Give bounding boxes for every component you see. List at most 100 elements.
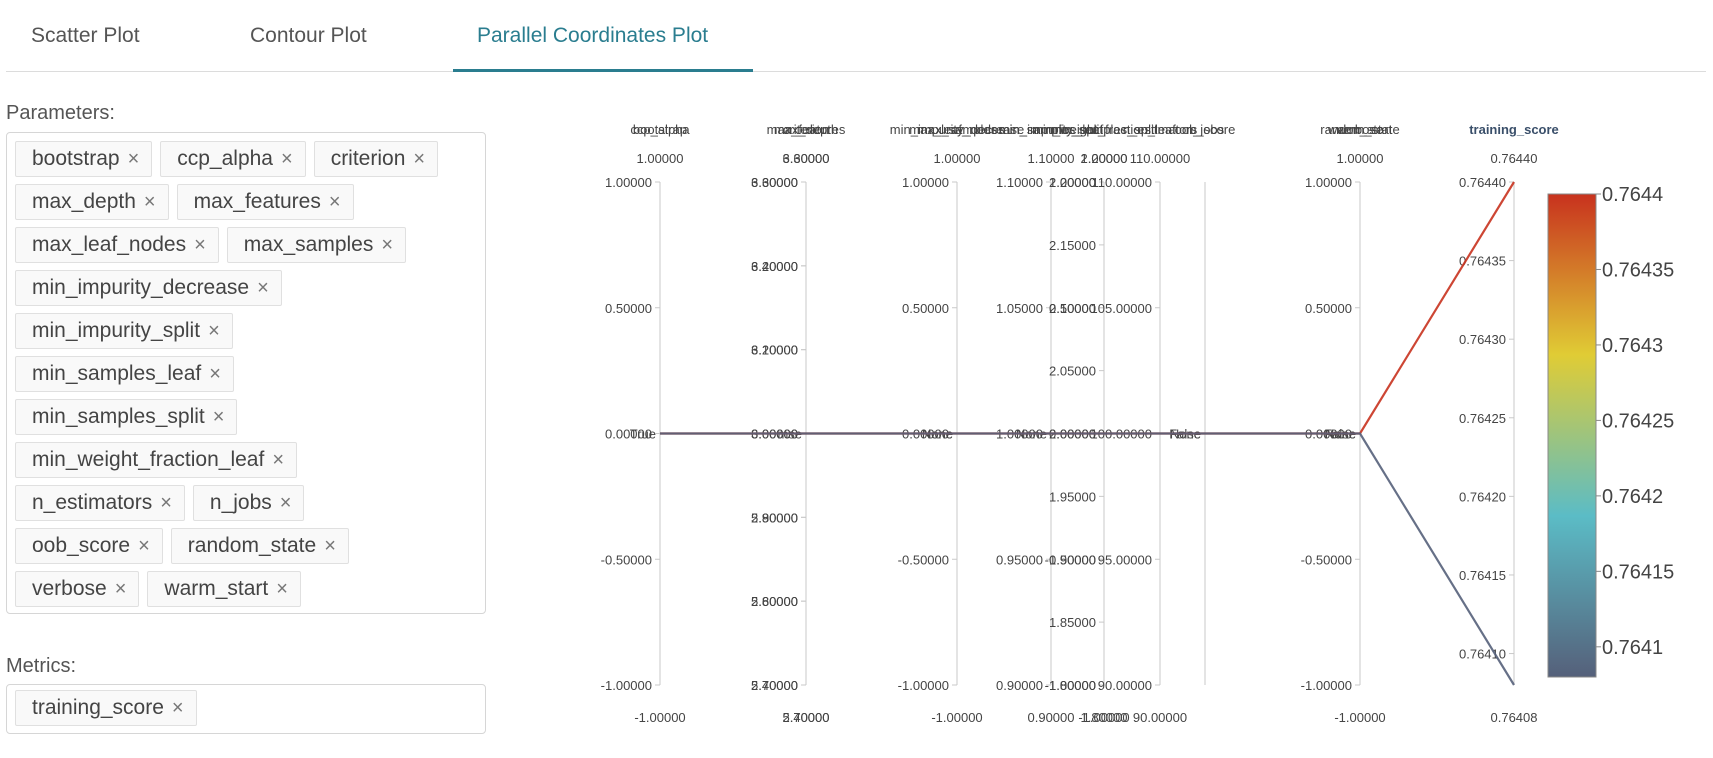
chip-max-features: max_features × (176, 184, 354, 220)
chip-row: min_impurity_decrease × (15, 270, 282, 306)
axis-max-label: 1.00000 (1081, 151, 1128, 166)
axis-tick-label: 110.00000 (1092, 175, 1153, 190)
axis-tick-label: 2.15000 (1049, 238, 1096, 253)
chip-label: criterion (330, 147, 406, 170)
axis-max-label: 0.76440 (1491, 151, 1538, 166)
axis-max-label: 110.00000 (1130, 151, 1191, 166)
axis-tick-label: 2.05000 (1049, 364, 1096, 379)
axis-tick-label: 6.40000 (751, 259, 798, 274)
axis-tick-label: -1.00000 (898, 678, 949, 693)
remove-chip-icon[interactable]: × (171, 696, 184, 719)
chip-label: random_state (187, 534, 317, 557)
chip-label: warm_start (164, 577, 269, 600)
chip-row: training_score × (15, 690, 197, 726)
parameters-select[interactable]: bootstrap × ccp_alpha × criterion × max_depth ×… (6, 132, 486, 614)
chip-min-impurity-split: min_impurity_split × (15, 313, 233, 349)
remove-chip-icon[interactable]: × (276, 577, 288, 600)
axis-tick-label: 2.70000 (751, 678, 798, 693)
colorbar-tick-label: 0.7642 (1602, 486, 1663, 508)
tab-bar: Scatter Plot Contour Plot Parallel Coord… (0, 0, 1713, 74)
parameters-label: Parameters: (6, 102, 115, 124)
axis-max-label: 3.30000 (783, 151, 830, 166)
axis-tick-label: 0.76435 (1459, 254, 1506, 269)
chip-training-score: training_score × (15, 690, 197, 726)
tab-bar-divider (6, 71, 1706, 72)
axis-title: min_samples_leaf (999, 122, 1104, 137)
axis-min-label: 5.40000 (783, 710, 830, 725)
data-line (660, 432, 1515, 686)
axis-max-label: 6.60000 (783, 151, 830, 166)
chip-row: min_samples_leaf × (15, 356, 234, 392)
axis-tick-label: 5.80000 (751, 510, 798, 525)
remove-chip-icon[interactable]: × (194, 233, 206, 256)
chip-row: min_impurity_split × (15, 313, 233, 349)
remove-chip-icon[interactable]: × (381, 233, 394, 256)
chip-min-samples-leaf: min_samples_leaf × (15, 356, 234, 392)
remove-chip-icon[interactable]: × (143, 190, 156, 213)
remove-chip-icon[interactable]: × (324, 534, 336, 557)
axis-tick-label: 0.50000 (902, 301, 949, 316)
remove-chip-icon[interactable]: × (127, 147, 140, 170)
axis-tick-label: -1.00000 (601, 678, 652, 693)
remove-chip-icon[interactable]: × (138, 534, 150, 557)
axis-tick-label: 1.00000 (605, 175, 652, 190)
axis-tick-label: 1.00000 (1305, 175, 1352, 190)
chip-row: max_depth × max_features × (15, 184, 354, 220)
axis-max-label: 2.20000 (1081, 151, 1128, 166)
chip-label: min_impurity_split (32, 319, 201, 342)
remove-chip-icon[interactable]: × (257, 276, 269, 299)
remove-chip-icon[interactable]: × (208, 319, 220, 342)
axis-tick-label: 2.80000 (751, 594, 798, 609)
remove-chip-icon[interactable]: × (279, 491, 292, 514)
axis-title: warm_start (1327, 122, 1393, 137)
chip-ccp-alpha: ccp_alpha × (160, 141, 306, 177)
axis-max-label: 1.00000 (637, 151, 684, 166)
remove-chip-icon[interactable]: × (160, 491, 172, 514)
tab-scatter-plot[interactable]: Scatter Plot (31, 24, 140, 47)
remove-chip-icon[interactable]: × (328, 190, 341, 213)
remove-chip-icon[interactable]: × (212, 405, 225, 428)
axis-title: oob_score (1175, 122, 1236, 137)
remove-chip-icon[interactable]: × (209, 362, 221, 385)
axis-tick-label: 0.90000 (996, 678, 1043, 693)
colorbar-tick-label: 0.76435 (1602, 259, 1674, 281)
axis-tick-label: 0.00000 (605, 427, 652, 442)
axis-title: max_depth (774, 122, 838, 137)
chip-warm-start: warm_start × (147, 571, 301, 607)
metrics-label: Metrics: (6, 655, 76, 677)
axis-tick-label: 0.76425 (1459, 411, 1506, 426)
axis-min-label: 0.76408 (1491, 710, 1538, 725)
colorbar (1547, 193, 1597, 678)
axis-tick-label: -0.50000 (1301, 552, 1352, 567)
axis-tick-label: 5.40000 (751, 678, 798, 693)
chip-label: min_samples_leaf (32, 362, 202, 385)
axis-tick-label: 2.20000 (1049, 175, 1096, 190)
remove-chip-icon[interactable]: × (272, 448, 284, 471)
axis-title: verbose (1337, 122, 1383, 137)
remove-chip-icon[interactable]: × (114, 577, 127, 600)
chip-label: max_leaf_nodes (32, 233, 187, 256)
colorbar-tick-label: 0.76415 (1602, 561, 1674, 583)
chip-n-estimators: n_estimators × (15, 485, 185, 521)
axis-tick-label: 95.00000 (1098, 552, 1152, 567)
chip-label: bootstrap (32, 147, 120, 170)
chip-label: max_features (193, 190, 321, 213)
chip-row: bootstrap × ccp_alpha × criterion × (15, 141, 439, 177)
remove-chip-icon[interactable]: × (281, 147, 293, 170)
axis-tick-label: 105.00000 (1091, 301, 1152, 316)
axis-title: min_impurity_decrease (890, 122, 1024, 137)
axis-tick-label: 3.20000 (751, 259, 798, 274)
tab-parallel-coordinates-plot[interactable]: Parallel Coordinates Plot (477, 24, 709, 47)
remove-chip-icon[interactable]: × (413, 147, 426, 170)
axis-tick-label: 1.05000 (996, 301, 1043, 316)
axis-min-label: 2.70000 (783, 710, 830, 725)
axis-title: min_samples_split (1051, 122, 1158, 137)
axis-tick-label: 0.76410 (1459, 647, 1506, 662)
metrics-select[interactable]: training_score × (6, 684, 486, 734)
axis-tick-label: -1.00000 (1045, 678, 1096, 693)
category-label: True (630, 427, 656, 442)
tab-contour-plot[interactable]: Contour Plot (250, 24, 367, 47)
chip-label: min_weight_fraction_leaf (32, 448, 265, 471)
chip-row: max_leaf_nodes × max_samples × (15, 227, 407, 263)
chip-max-depth: max_depth × (15, 184, 169, 220)
